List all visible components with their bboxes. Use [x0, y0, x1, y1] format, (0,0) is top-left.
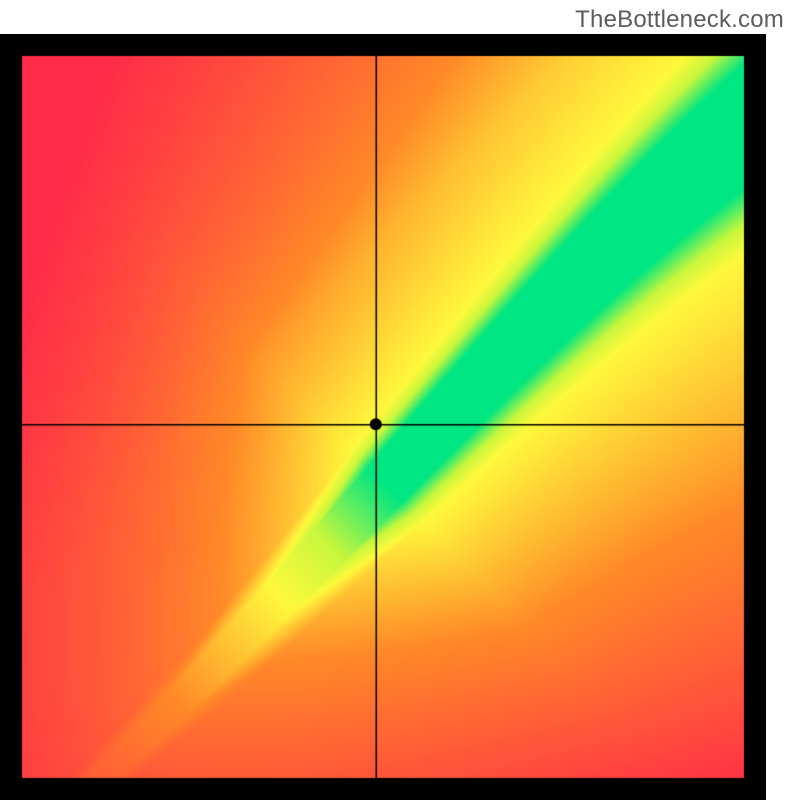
attribution-text: TheBottleneck.com	[575, 6, 784, 34]
bottleneck-heatmap	[0, 34, 766, 800]
